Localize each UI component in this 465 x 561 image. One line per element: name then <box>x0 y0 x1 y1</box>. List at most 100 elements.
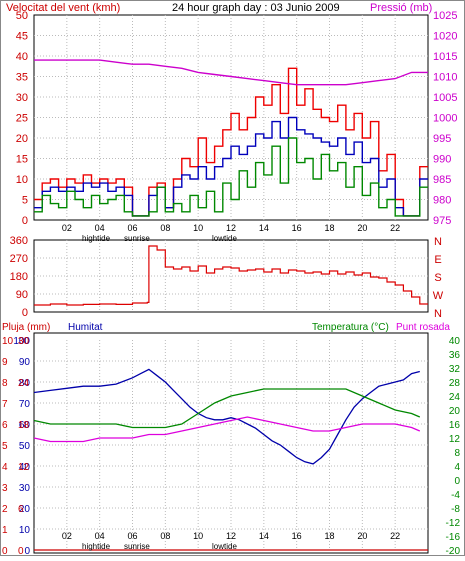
rain-y-tick-label: 10 <box>2 336 14 347</box>
wind-y-tick-label: 25 <box>16 113 28 125</box>
weather-x-tick-label: 02 <box>62 531 72 541</box>
temperature-y-tick-label: 4 <box>454 462 460 473</box>
weather-series-temperatura <box>33 388 421 429</box>
weather-series-humitat <box>33 368 420 465</box>
humidity-y-tick-label: 10 <box>19 525 31 536</box>
lowtide-marker-bottom: lowtide <box>212 542 237 551</box>
temperature-y-tick-label: 40 <box>449 336 461 347</box>
rain-inner-tick-label: 18 <box>18 420 30 431</box>
temperature-y-tick-label: -4 <box>451 490 460 501</box>
wind-x-tick-label: 12 <box>226 223 236 233</box>
rain-y-tick-label: 8 <box>2 378 8 389</box>
pressure-y-tick-label: 1015 <box>433 51 457 63</box>
humidity-y-tick-label: 80 <box>19 378 31 389</box>
hightide-marker: hightide <box>82 234 111 243</box>
rain-inner-tick-label: 12 <box>18 462 30 473</box>
direction-y-tick-label: 90 <box>16 289 28 301</box>
weather-x-tick-label: 16 <box>292 531 302 541</box>
rain-y-tick-label: 9 <box>2 357 8 368</box>
legend-humidity: Humitat <box>68 322 103 333</box>
wind-x-tick-label: 06 <box>127 223 137 233</box>
sunrise-marker-bottom: sunrise <box>124 542 150 551</box>
wind-y-tick-label: 30 <box>16 92 28 104</box>
compass-label: W <box>433 290 444 302</box>
humidity-y-tick-label: 20 <box>19 504 31 515</box>
temperature-y-tick-label: 16 <box>449 420 461 431</box>
pressure-y-tick-label: 1025 <box>433 10 457 22</box>
wind-x-tick-label: 14 <box>259 223 269 233</box>
wind-y-tick-label: 40 <box>16 51 28 63</box>
chart-title: 24 hour graph day : 03 Junio 2009 <box>172 2 340 14</box>
weather-series <box>33 368 428 551</box>
wind-y-tick-label: 10 <box>16 174 28 186</box>
temperature-y-tick-label: 8 <box>454 448 460 459</box>
pressure-y-tick-label: 990 <box>433 154 451 166</box>
wind-x-tick-label: 08 <box>160 223 170 233</box>
wind-y-tick-label: 20 <box>16 133 28 145</box>
temperature-y-tick-label: 12 <box>449 434 461 445</box>
direction-grid <box>34 240 428 312</box>
temperature-y-tick-label: 36 <box>449 350 461 361</box>
temperature-y-tick-label: 28 <box>449 378 461 389</box>
wind-y-tick-label: 15 <box>16 154 28 166</box>
wind-series-gust2 <box>34 137 428 217</box>
wind-x-tick-label: 04 <box>95 223 105 233</box>
direction-y-tick-label: 0 <box>22 307 28 319</box>
rain-y-tick-label: 6 <box>2 420 8 431</box>
pressure-y-tick-label: 995 <box>433 133 451 145</box>
direction-y-tick-label: 270 <box>10 253 28 265</box>
direction-y-tick-label: 360 <box>10 235 28 247</box>
rain-y-tick-label: 7 <box>2 399 8 410</box>
wind-x-tick-label: 02 <box>62 223 72 233</box>
pressure-y-tick-label: 1010 <box>433 72 457 84</box>
pressure-label: Pressió (mb) <box>370 2 432 14</box>
wind-series-gust <box>34 67 428 217</box>
weather-grid <box>34 340 428 550</box>
direction-series-line <box>34 245 428 306</box>
pressure-y-tick-label: 975 <box>433 215 451 227</box>
hightide-marker-bottom: hightide <box>82 542 111 551</box>
temperature-y-tick-label: 0 <box>454 476 460 487</box>
humidity-y-tick-label: 50 <box>19 441 31 452</box>
temperature-y-tick-label: -16 <box>446 532 461 543</box>
weather-x-tick-label: 06 <box>127 531 137 541</box>
legend-rain: Pluja (mm) <box>2 322 50 333</box>
rain-y-tick-label: 5 <box>2 441 8 452</box>
rain-y-tick-label: 0 <box>2 546 8 556</box>
wind-x-tick-label: 20 <box>357 223 367 233</box>
temperature-y-tick-label: 32 <box>449 364 461 375</box>
weather-x-tick-label: 10 <box>193 531 203 541</box>
weather-x-tick-label: 08 <box>160 531 170 541</box>
weather-x-tick-label: 20 <box>357 531 367 541</box>
temperature-y-tick-label: 20 <box>449 406 461 417</box>
weather-x-tick-label: 18 <box>324 531 334 541</box>
weather-chart-frame <box>33 332 429 554</box>
legend-temperature: Temperatura (°C) <box>312 322 389 333</box>
wind-y-tick-label: 45 <box>16 31 28 43</box>
rain-y-tick-label: 2 <box>2 504 8 515</box>
pressure-y-tick-label: 985 <box>433 174 451 186</box>
humidity-y-tick-label: 90 <box>19 357 31 368</box>
temperature-y-tick-label: -20 <box>446 546 461 556</box>
wind-y-tick-label: 50 <box>16 10 28 22</box>
wind-y-tick-label: 0 <box>22 215 28 227</box>
axis-labels: 0510152025303540455097598098599099510001… <box>2 10 461 557</box>
humidity-y-tick-label: 40 <box>19 462 31 473</box>
weather-x-tick-label: 04 <box>95 531 105 541</box>
wind-x-tick-label: 10 <box>193 223 203 233</box>
wind-series-pressure <box>34 59 428 86</box>
rain-inner-tick-label: 0 <box>18 546 24 556</box>
humidity-y-tick-label: 30 <box>19 483 31 494</box>
temperature-y-tick-label: -12 <box>446 518 461 529</box>
legend-dewpoint: Punt rosada <box>396 322 450 333</box>
pressure-y-tick-label: 1005 <box>433 92 457 104</box>
compass-label: N <box>434 236 442 248</box>
rain-y-tick-label: 1 <box>2 525 8 536</box>
weather-x-tick-label: 12 <box>226 531 236 541</box>
weather-x-tick-label: 14 <box>259 531 269 541</box>
direction-series <box>34 245 428 306</box>
wind-y-tick-label: 5 <box>22 195 28 207</box>
sunrise-marker: sunrise <box>124 234 150 243</box>
